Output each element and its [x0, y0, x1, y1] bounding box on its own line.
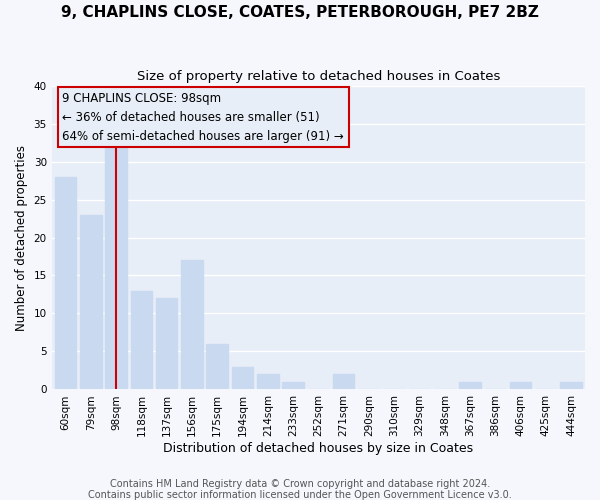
Y-axis label: Number of detached properties: Number of detached properties — [15, 144, 28, 330]
Bar — [459, 382, 481, 390]
Bar — [333, 374, 355, 390]
Bar — [181, 260, 203, 390]
Text: Contains public sector information licensed under the Open Government Licence v3: Contains public sector information licen… — [88, 490, 512, 500]
Bar — [283, 382, 304, 390]
Bar — [55, 176, 76, 390]
Bar — [560, 382, 582, 390]
Bar — [257, 374, 278, 390]
Bar — [206, 344, 228, 390]
Text: Contains HM Land Registry data © Crown copyright and database right 2024.: Contains HM Land Registry data © Crown c… — [110, 479, 490, 489]
Bar — [131, 290, 152, 390]
Bar — [106, 146, 127, 390]
Bar — [510, 382, 531, 390]
Bar — [232, 366, 253, 390]
Text: 9, CHAPLINS CLOSE, COATES, PETERBOROUGH, PE7 2BZ: 9, CHAPLINS CLOSE, COATES, PETERBOROUGH,… — [61, 5, 539, 20]
Title: Size of property relative to detached houses in Coates: Size of property relative to detached ho… — [137, 70, 500, 83]
Text: 9 CHAPLINS CLOSE: 98sqm
← 36% of detached houses are smaller (51)
64% of semi-de: 9 CHAPLINS CLOSE: 98sqm ← 36% of detache… — [62, 92, 344, 142]
Bar — [156, 298, 178, 390]
X-axis label: Distribution of detached houses by size in Coates: Distribution of detached houses by size … — [163, 442, 473, 455]
Bar — [80, 214, 101, 390]
